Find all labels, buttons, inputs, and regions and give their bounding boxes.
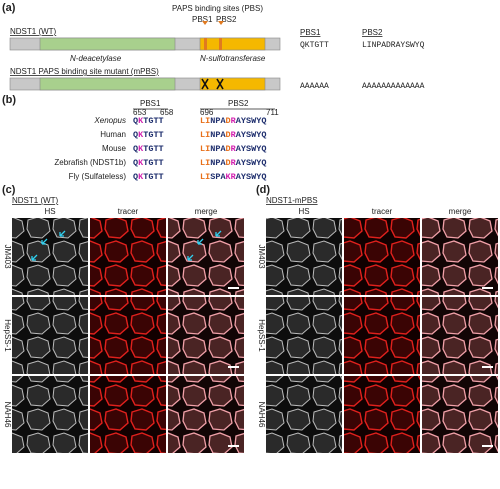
species: Human	[100, 130, 126, 139]
micrograph	[266, 376, 342, 453]
micrograph	[12, 376, 88, 453]
position: 711	[266, 108, 279, 117]
scale-bar	[228, 445, 239, 447]
arrow	[31, 254, 38, 261]
pbs2-seq: LISPAKRAYSWYQ	[200, 172, 266, 182]
micrograph	[422, 376, 498, 453]
seq-header: PBS1	[300, 28, 321, 37]
pbs1-seq: QKTGTT	[133, 144, 164, 154]
row-label: HepSS-1	[3, 319, 12, 352]
position: 653	[133, 108, 147, 117]
micrograph	[266, 297, 342, 374]
seq-header: PBS2	[362, 28, 383, 37]
micrograph	[344, 376, 420, 453]
scale-bar	[228, 366, 239, 368]
micrograph	[344, 297, 420, 374]
column-header: merge	[195, 207, 218, 216]
arrow	[197, 238, 204, 245]
micrograph	[12, 297, 88, 374]
scale-bar	[228, 287, 239, 289]
wt-seq: LINPADRAYSWYQ	[362, 41, 425, 50]
pbs-title: PAPS binding sites (PBS)	[172, 4, 263, 13]
pbs-arrows	[202, 21, 224, 25]
pbs1-marker: PBS1	[192, 15, 213, 24]
scale-bar	[482, 445, 493, 447]
position: 658	[160, 108, 174, 117]
arrow	[41, 238, 48, 245]
alignment-header: PBS1	[140, 99, 161, 108]
column-header: HS	[44, 207, 55, 216]
pbs1-seq: QKTGTT	[133, 158, 164, 168]
pbs2-seq: LINPADRAYSWYQ	[200, 116, 266, 126]
row-label: JM403	[257, 244, 266, 269]
row-label: JM403	[3, 244, 12, 269]
domain1-label: N-deacetylase	[70, 54, 122, 63]
mutant-seq: AAAAAA	[300, 82, 329, 91]
column-header: tracer	[118, 207, 139, 216]
pbs2-seq: LINPADRAYSWYQ	[200, 130, 266, 140]
panel-label: (a)	[2, 2, 16, 14]
micrograph	[168, 376, 244, 453]
micrograph	[422, 218, 498, 295]
pbs2-marker: PBS2	[216, 15, 237, 24]
micrograph	[90, 297, 166, 374]
mutant-domain-bar	[9, 77, 281, 91]
panel-title: NDST1-mPBS	[266, 196, 318, 205]
mutant-name: NDST1 PAPS binding site mutant (mPBS)	[10, 67, 159, 76]
panel-label: (d)	[256, 184, 270, 196]
wt-name: NDST1 (WT)	[10, 27, 57, 36]
domain2-label: N-sulfotransferase	[200, 54, 266, 63]
micrograph	[12, 218, 88, 295]
panel-label: (c)	[2, 184, 16, 196]
wt-seq: QKTGTT	[300, 41, 329, 50]
panel-label: (b)	[2, 94, 16, 106]
pbs1-seq: QKTGTT	[133, 172, 164, 182]
column-header: merge	[449, 207, 472, 216]
wt-domain-bar	[9, 37, 281, 51]
micrograph	[90, 376, 166, 453]
micrograph	[168, 297, 244, 374]
pbs1-seq: QKTGTT	[133, 116, 164, 126]
micrograph	[422, 297, 498, 374]
arrow	[215, 230, 222, 237]
micrograph	[168, 218, 244, 295]
position: 696	[200, 108, 214, 117]
mutant-seq: AAAAAAAAAAAAA	[362, 82, 425, 91]
species: Zebrafish (NDST1b)	[54, 158, 126, 167]
arrow	[59, 230, 66, 237]
panel-title: NDST1 (WT)	[12, 196, 59, 205]
row-label: NAH46	[3, 402, 12, 428]
pbs1-seq: QKTGTT	[133, 130, 164, 140]
species: Fly (Sulfateless)	[69, 172, 127, 181]
column-header: tracer	[372, 207, 393, 216]
row-label: HepSS-1	[257, 319, 266, 352]
scale-bar	[482, 287, 493, 289]
arrow	[187, 254, 194, 261]
pbs2-seq: LINPADRAYSWYQ	[200, 158, 266, 168]
scale-bar	[482, 366, 493, 368]
species: Xenopus	[93, 116, 126, 125]
micrograph	[266, 218, 342, 295]
micrograph	[344, 218, 420, 295]
column-header: HS	[298, 207, 309, 216]
micrograph	[90, 218, 166, 295]
species: Mouse	[102, 144, 127, 153]
row-label: NAH46	[257, 402, 266, 428]
alignment-header: PBS2	[228, 99, 249, 108]
pbs2-seq: LINPADRAYSWYQ	[200, 144, 266, 154]
